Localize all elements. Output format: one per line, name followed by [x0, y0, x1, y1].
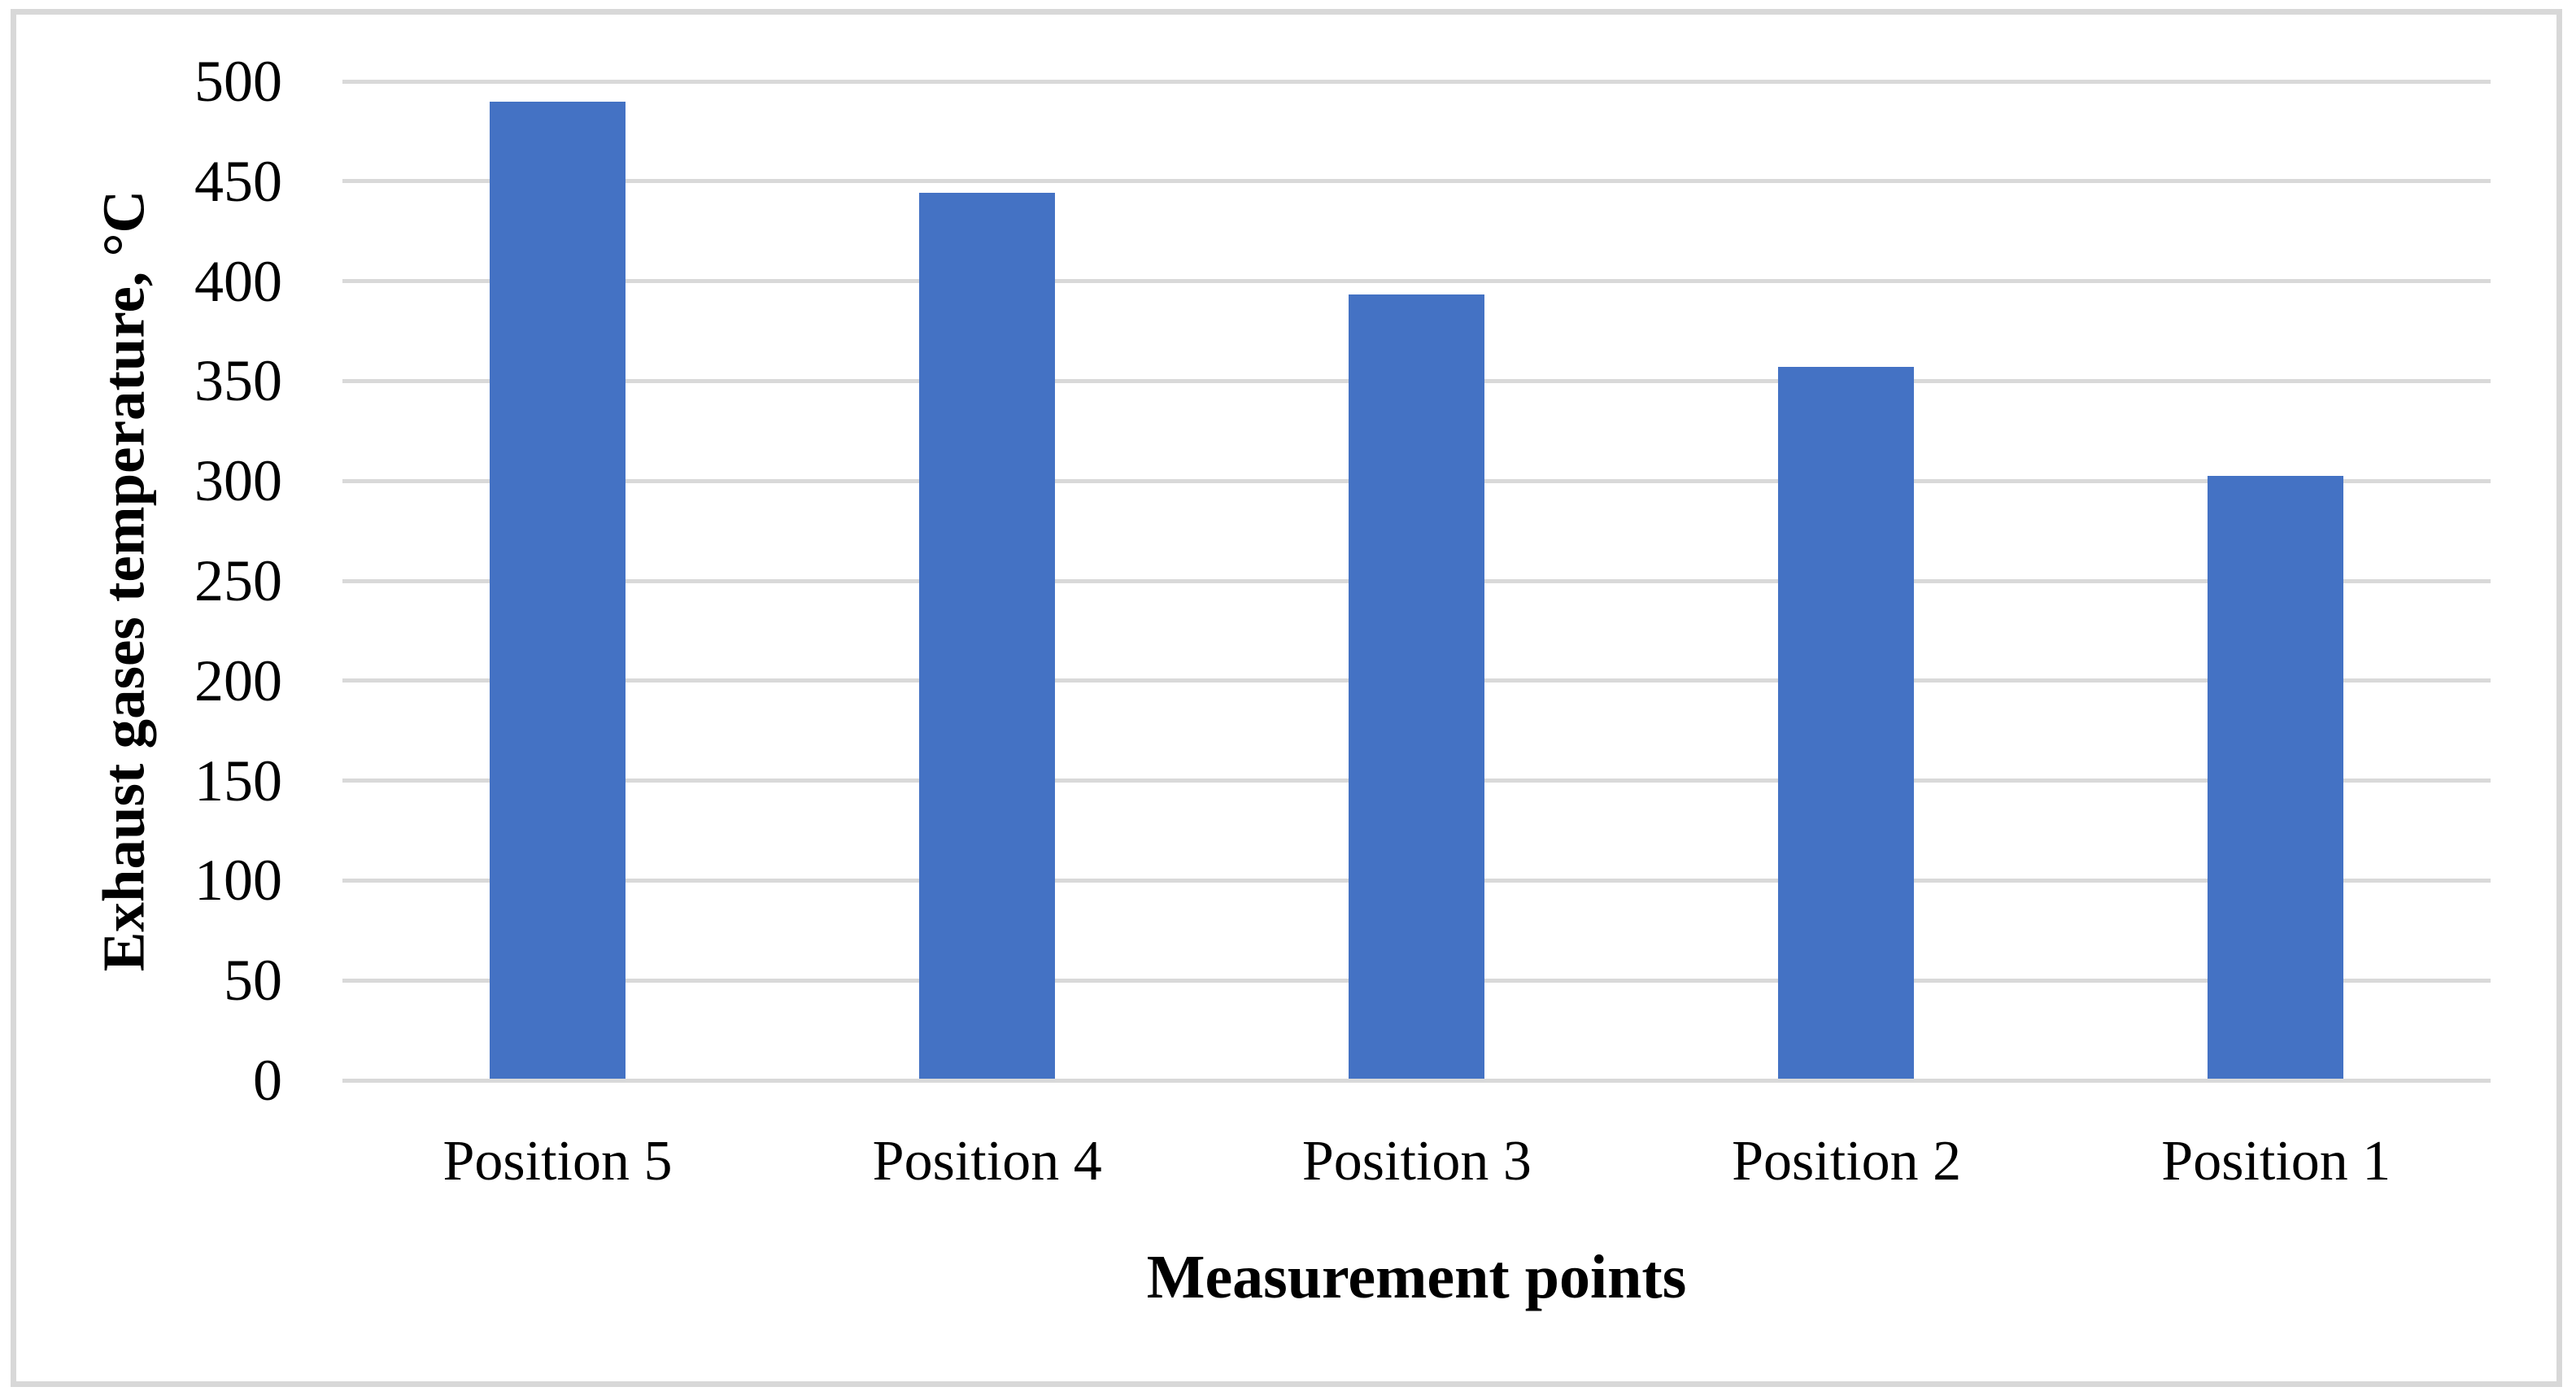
x-category-label-position-5: Position 5 [442, 1130, 673, 1193]
gridline-500 [342, 79, 2491, 84]
bar-position-2 [1778, 367, 1915, 1079]
gridline-450 [342, 179, 2491, 184]
x-axis-title: Measurement points [1146, 1243, 1687, 1311]
bar-position-3 [1349, 294, 1484, 1079]
y-tick-label-100: 100 [194, 848, 282, 914]
bar-position-5 [489, 102, 625, 1079]
gridline-0 [342, 1078, 2491, 1083]
plot-area [342, 79, 2491, 1083]
y-tick-label-200: 200 [194, 648, 282, 713]
y-tick-label-300: 300 [194, 448, 282, 514]
x-category-label-position-1: Position 1 [2161, 1130, 2391, 1193]
bar-position-4 [918, 193, 1055, 1079]
y-tick-label-50: 50 [224, 948, 282, 1014]
y-tick-label-400: 400 [194, 248, 282, 314]
gridline-400 [342, 279, 2491, 284]
y-tick-label-150: 150 [194, 748, 282, 813]
x-category-label-position-4: Position 4 [872, 1130, 1102, 1193]
x-category-label-position-2: Position 2 [1732, 1130, 1962, 1193]
y-tick-label-450: 450 [194, 148, 282, 214]
y-tick-label-350: 350 [194, 348, 282, 414]
figure-border-frame [11, 9, 2562, 1387]
y-tick-label-0: 0 [253, 1048, 282, 1113]
x-category-label-position-3: Position 3 [1301, 1130, 1532, 1193]
bar-position-1 [2208, 476, 2344, 1079]
y-tick-label-250: 250 [194, 548, 282, 613]
y-tick-label-500: 500 [194, 49, 282, 114]
